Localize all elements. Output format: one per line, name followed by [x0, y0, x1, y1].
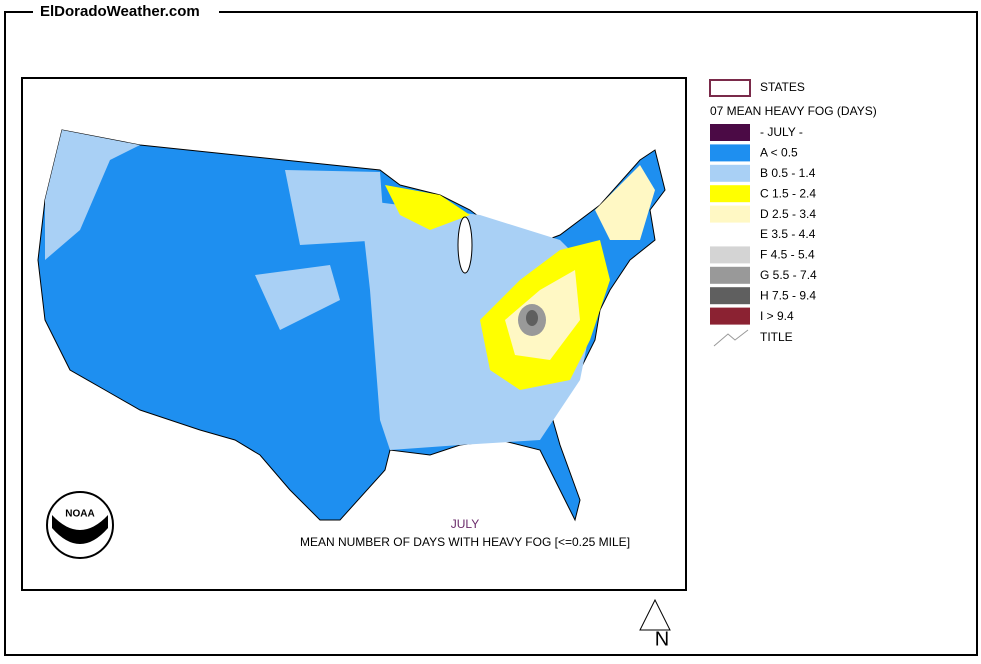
legend-swatch	[710, 266, 750, 284]
legend-label: C 1.5 - 2.4	[760, 186, 816, 200]
legend-swatch	[710, 287, 750, 305]
arrow	[639, 598, 671, 631]
states-swatch	[709, 79, 751, 97]
legend-swatch	[710, 144, 750, 162]
map-caption: MEAN NUMBER OF DAYS WITH HEAVY FOG [<=0.…	[300, 535, 630, 549]
lake	[457, 216, 473, 274]
header-bg	[33, 2, 219, 22]
map-month: JULY	[451, 517, 479, 531]
legend-label: I > 9.4	[760, 309, 794, 323]
legend-label: B 0.5 - 1.4	[760, 166, 816, 180]
legend-swatch	[710, 124, 750, 141]
us-map	[37, 129, 666, 522]
legend-swatch	[710, 205, 750, 223]
site-title: ElDoradoWeather.com	[40, 3, 200, 20]
region-c	[385, 185, 470, 230]
legend-swatch	[710, 226, 750, 243]
legend-swatch	[710, 246, 750, 264]
region-b	[45, 130, 140, 260]
legend-label: E 3.5 - 4.4	[760, 227, 816, 241]
north-arrow: N	[639, 598, 671, 650]
legend-label: - JULY -	[760, 125, 803, 139]
logo-bird	[52, 515, 108, 544]
legend: STATES 07 MEAN HEAVY FOG (DAYS) TITLE - …	[709, 79, 877, 347]
region-b	[360, 200, 600, 450]
title-symbol	[713, 329, 749, 347]
legend-label: D 2.5 - 3.4	[760, 207, 816, 221]
legend-label: A < 0.5	[760, 146, 798, 160]
legend-swatch	[710, 307, 750, 325]
logo-circle	[46, 491, 114, 559]
north-label: N	[655, 628, 669, 650]
region-b	[285, 170, 385, 245]
legend-label: G 5.5 - 7.4	[760, 268, 817, 282]
outer-frame	[4, 11, 978, 656]
legend-label: F 4.5 - 5.4	[760, 248, 815, 262]
logo-text: NOAA	[65, 509, 94, 520]
noaa-logo: NOAA	[46, 491, 114, 559]
region-h	[526, 310, 538, 326]
legend-states: STATES	[760, 80, 805, 94]
legend-label: H 7.5 - 9.4	[760, 288, 816, 302]
legend-title-symbol: TITLE	[760, 330, 793, 344]
legend-swatch	[710, 164, 750, 182]
region-d	[595, 165, 655, 240]
legend-title: 07 MEAN HEAVY FOG (DAYS)	[710, 104, 877, 118]
legend-swatch	[710, 185, 750, 203]
region-b	[255, 265, 340, 330]
